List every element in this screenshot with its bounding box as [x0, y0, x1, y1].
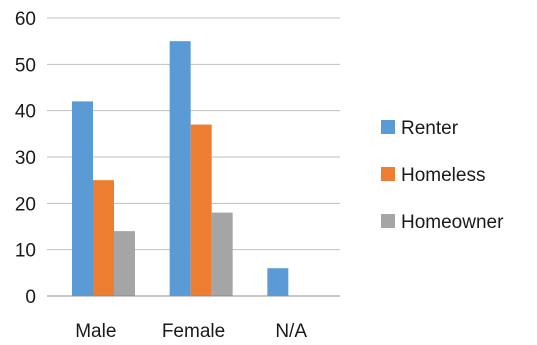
y-tick-label: 30 — [15, 148, 36, 169]
y-tick-label: 50 — [15, 55, 36, 76]
y-tick-label: 60 — [15, 9, 36, 30]
legend-label-renter: Renter — [401, 118, 459, 139]
bar-homeless-female — [190, 124, 212, 296]
legend: Renter Homeless Homeowner — [381, 118, 504, 233]
x-axis-tick-labels: Male Female N/A — [75, 321, 307, 342]
y-tick-label: 40 — [15, 102, 36, 123]
y-tick-label: 0 — [25, 287, 36, 308]
bar-series — [72, 41, 289, 297]
bar-renter-male — [72, 101, 93, 297]
bar-homeless-male — [93, 180, 114, 296]
legend-swatch-homeless — [381, 167, 395, 181]
bar-homeowner-female — [211, 212, 233, 296]
legend-swatch-renter — [381, 120, 395, 134]
x-tick-label: Female — [162, 321, 225, 342]
x-tick-label: N/A — [275, 321, 307, 342]
bar-renter-na — [267, 268, 289, 296]
y-axis-tick-labels: 0 10 20 30 40 50 60 — [15, 9, 36, 308]
legend-swatch-homeowner — [381, 214, 395, 228]
legend-label-homeowner: Homeowner — [401, 212, 504, 233]
legend-label-homeless: Homeless — [401, 165, 485, 186]
bar-homeowner-male — [114, 231, 135, 296]
bar-renter-female — [169, 41, 191, 296]
x-tick-label: Male — [75, 321, 116, 342]
y-tick-label: 20 — [15, 194, 36, 215]
y-tick-label: 10 — [15, 241, 36, 262]
